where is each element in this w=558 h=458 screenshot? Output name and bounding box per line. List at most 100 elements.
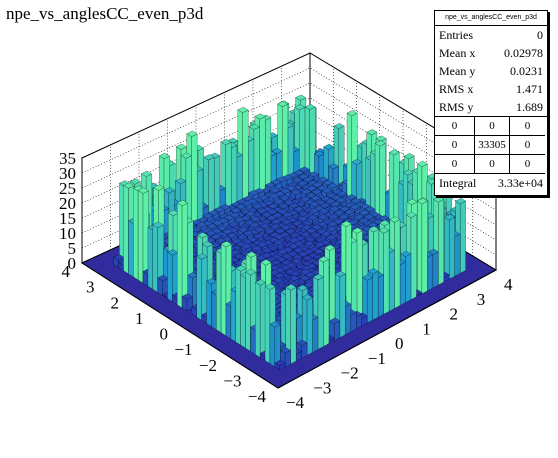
- lego-bin-top: [272, 239, 284, 246]
- x-tick-label: −2: [199, 356, 217, 375]
- y-tick-label: −3: [313, 378, 331, 397]
- stats-row: RMS y 1.689: [435, 98, 547, 116]
- overflow-grid: 0 0 0 0 33305 0 0 0 0: [435, 116, 547, 174]
- stats-row: RMS x 1.471: [435, 80, 547, 98]
- x-axis-line: [81, 262, 279, 389]
- lego-bin-side: [152, 224, 158, 293]
- y-tick-label: 4: [504, 275, 513, 294]
- lego-bin-top: [270, 218, 282, 225]
- lego-bin-top: [273, 198, 285, 205]
- lego-bin-top: [328, 163, 339, 170]
- lego-bin-side: [383, 230, 390, 315]
- lego-bin-top: [297, 215, 309, 222]
- stats-row: Mean y 0.0231: [435, 62, 547, 80]
- lego-bin-top: [364, 206, 376, 213]
- lego-bin-top: [237, 233, 248, 240]
- lego-bin-top: [297, 180, 308, 187]
- lego-bin-top: [228, 221, 240, 228]
- lego-bin-side: [394, 219, 401, 309]
- stats-row: Entries 0: [435, 26, 547, 44]
- lego-bin-top: [311, 224, 323, 231]
- lego-bin-top: [141, 170, 153, 177]
- z-tick-label: 10: [59, 224, 76, 243]
- lego-bin-side: [339, 273, 346, 338]
- stats-value: 1.471: [516, 82, 543, 96]
- lego-bin-side: [235, 267, 241, 346]
- lego-bin-top: [261, 211, 273, 218]
- lego-bin-top: [344, 209, 355, 216]
- lego-bin-top: [329, 317, 341, 324]
- lego-bin-top: [157, 275, 169, 282]
- lego-bin-top: [260, 259, 272, 266]
- y-tick-label: −4: [286, 393, 305, 412]
- lego-bin-top: [403, 153, 415, 160]
- overflow-cell: 0: [510, 136, 545, 155]
- lego-bin-side: [460, 200, 466, 274]
- z-tick-label: 0: [68, 254, 77, 273]
- lego-bin-side: [421, 200, 428, 294]
- stats-value: 0.02978: [504, 46, 543, 60]
- lego-bin-top: [271, 147, 283, 154]
- overflow-cell: 0: [435, 136, 475, 155]
- lego-bin-side: [255, 282, 261, 358]
- lego-bin-top: [266, 214, 277, 221]
- lego-bin-side: [378, 274, 384, 318]
- lego-bin-side: [323, 259, 330, 347]
- lego-bin-top: [276, 248, 288, 255]
- lego-bin-top: [274, 227, 286, 234]
- lego-bin-top: [317, 214, 329, 221]
- lego-bin-top: [247, 190, 259, 196]
- lego-bin-top: [351, 227, 363, 234]
- lego-bin-top: [280, 224, 292, 231]
- lego-bin-side: [399, 261, 406, 306]
- lego-bin-top: [329, 205, 340, 212]
- lego-bin-top: [276, 256, 287, 263]
- lego-bin-top: [378, 227, 390, 234]
- lego-bin-top: [292, 247, 304, 254]
- lego-bin-top: [274, 359, 286, 367]
- y-tick-label: 3: [477, 290, 486, 309]
- lego-bin-top: [213, 206, 225, 213]
- lego-bin-top: [288, 243, 299, 250]
- lego-bin-top: [237, 106, 249, 113]
- lego-bin-top: [285, 284, 297, 291]
- lego-bin-top: [226, 232, 238, 239]
- y-tick-label: 0: [395, 334, 404, 353]
- stats-box: npe_vs_anglesCC_even_p3d Entries 0 Mean …: [434, 10, 548, 196]
- integral-value: 3.33e+04: [497, 176, 543, 190]
- y-tick-label: 1: [422, 319, 431, 338]
- lego-bin-top: [336, 190, 348, 197]
- lego-bin-side: [264, 286, 271, 364]
- lego-bin-top: [216, 225, 228, 232]
- lego-bin-top: [317, 176, 329, 183]
- lego-bin-top: [250, 216, 261, 223]
- lego-bin-side: [133, 187, 139, 281]
- stats-label: RMS x: [439, 82, 474, 96]
- lego-bin-top: [288, 202, 300, 209]
- lego-bin-top: [206, 278, 218, 285]
- lego-bin-top: [254, 113, 266, 120]
- lego-bin-top: [269, 223, 281, 230]
- lego-bin-top: [167, 249, 179, 256]
- lego-bin-top: [196, 253, 208, 260]
- lego-bin-top: [175, 178, 187, 184]
- lego-bin-top: [374, 140, 386, 147]
- lego-bin-top: [196, 221, 208, 228]
- lego-bin-side: [177, 202, 183, 309]
- lego-bin-top: [416, 198, 428, 205]
- lego-bin-top: [308, 171, 320, 178]
- lego-bin-top: [455, 198, 466, 205]
- lego-bin-top: [280, 347, 291, 354]
- lego-bin-top: [288, 237, 300, 244]
- lego-bin-side: [449, 217, 455, 280]
- stats-value: 0.0231: [510, 64, 543, 78]
- stats-label: Mean x: [439, 46, 476, 60]
- lego-bin-top: [309, 201, 321, 208]
- lego-bin-top: [283, 199, 295, 206]
- x-tick-label: −3: [223, 371, 241, 390]
- lego-bin-top: [212, 219, 224, 226]
- lego-bin-top: [290, 189, 302, 196]
- lego-bin-top: [325, 234, 337, 241]
- lego-bin-top: [208, 209, 220, 216]
